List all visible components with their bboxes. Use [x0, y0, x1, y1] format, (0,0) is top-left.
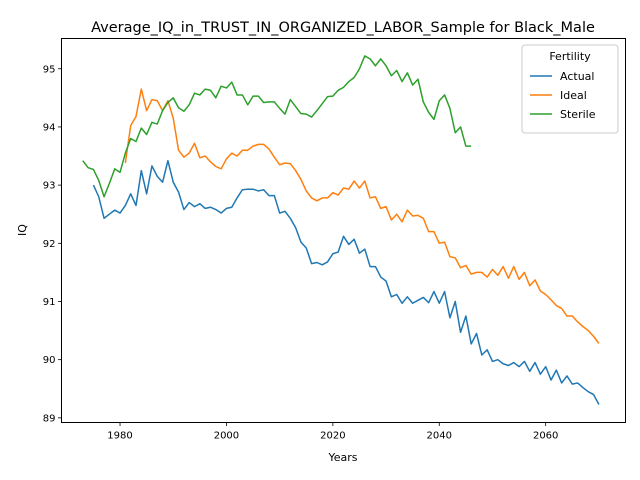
- y-tick-label: 89: [43, 413, 56, 424]
- plot-frame: [61, 38, 626, 423]
- series-line-sterile: [82, 55, 472, 198]
- y-tick-label: 94: [43, 122, 56, 133]
- y-tick-label: 95: [43, 64, 56, 75]
- y-axis-label: IQ: [16, 224, 29, 236]
- y-tick-label: 93: [43, 181, 56, 192]
- axis-ticks: 1980 2000 2020 2040 2060 89 90 91 92 93 94 95: [43, 64, 559, 441]
- chart-title: Average_IQ_in_TRUST_IN_ORGANIZED_LABOR_S…: [91, 20, 595, 36]
- x-tick-label: 2040: [427, 431, 452, 442]
- legend-label-sterile: Sterile: [560, 108, 596, 121]
- x-tick-label: 2000: [214, 431, 239, 442]
- x-tick-label: 2020: [320, 431, 345, 442]
- legend-label-actual: Actual: [560, 70, 594, 83]
- legend-title: Fertility: [549, 50, 591, 63]
- series-line-ideal: [124, 88, 600, 344]
- legend-box: [521, 44, 619, 134]
- x-tick-label: 1980: [107, 431, 132, 442]
- y-tick-label: 90: [43, 355, 56, 366]
- y-tick-label: 92: [43, 239, 56, 250]
- legend: Fertility Actual Ideal Sterile: [521, 44, 619, 134]
- series-line-actual: [92, 159, 600, 405]
- plot-area: [82, 55, 600, 405]
- legend-label-ideal: Ideal: [560, 89, 587, 102]
- x-axis-label: Years: [327, 451, 357, 464]
- y-tick-label: 91: [43, 297, 56, 308]
- x-tick-label: 2060: [533, 431, 558, 442]
